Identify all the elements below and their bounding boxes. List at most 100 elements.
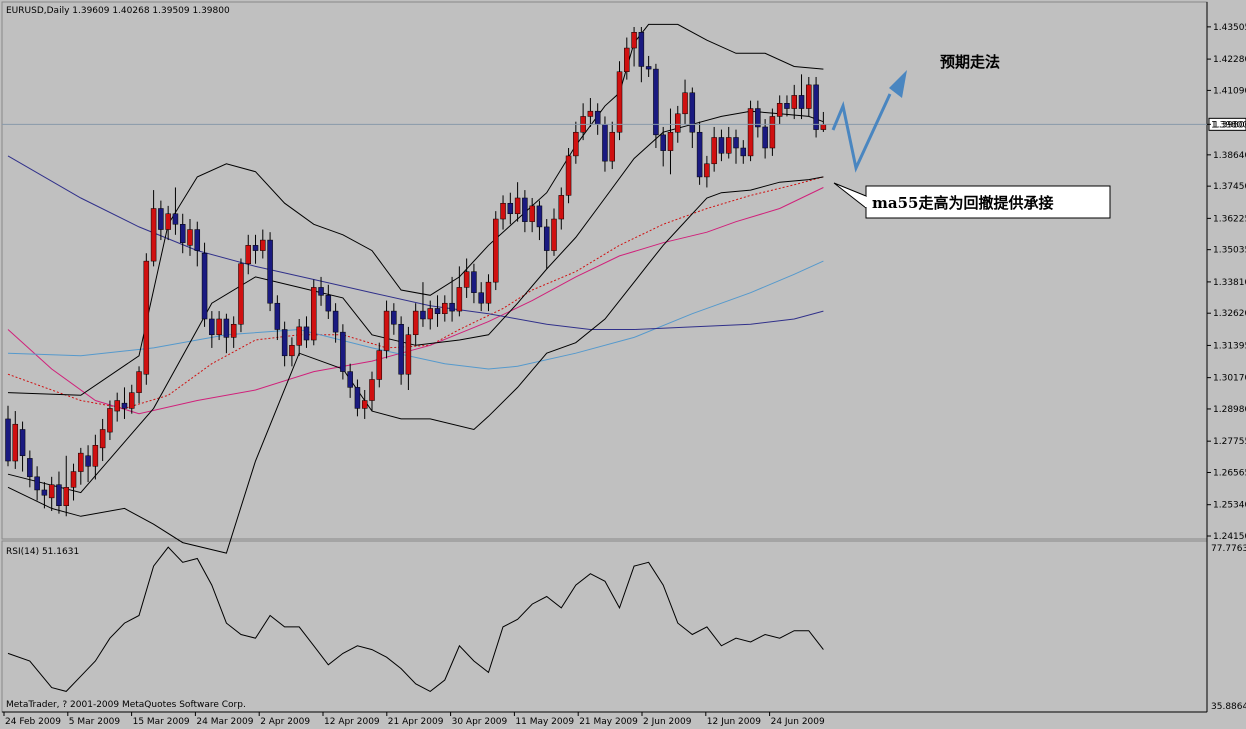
candle (493, 211, 499, 291)
candle (311, 279, 317, 346)
candle (507, 192, 514, 225)
candle (682, 79, 688, 125)
time-tick-label: 2 Apr 2009 (260, 717, 310, 727)
forecast-label: 预期走法 (940, 53, 1000, 71)
candle (114, 392, 120, 422)
candle (485, 274, 492, 312)
candle-body-bull (136, 371, 142, 393)
candle-body-bull (238, 263, 244, 325)
candle-body-bull (107, 408, 113, 433)
candle (500, 195, 506, 230)
candle (194, 221, 201, 267)
candle-body-bull (616, 71, 623, 133)
candle (806, 76, 812, 117)
candle (653, 63, 659, 149)
candle (260, 229, 266, 259)
candle (391, 303, 397, 335)
candle-body-bear (201, 252, 208, 320)
time-tick-label: 24 Mar 2009 (196, 717, 253, 727)
candle-body-bear (347, 371, 353, 388)
chart-header: EURUSD,Daily 1.39609 1.40268 1.39509 1.3… (6, 6, 230, 16)
candle (522, 190, 528, 233)
bollinger-lower-line (7, 176, 824, 554)
price-tick-label: 1.32620 (1213, 309, 1246, 319)
candle-body-bull (311, 287, 317, 341)
candle (245, 234, 251, 275)
candle (296, 318, 302, 356)
candle-body-bear (252, 245, 259, 251)
ma-line-dotted-red (7, 176, 824, 409)
candle-body-bear (755, 108, 761, 128)
candle (762, 119, 768, 159)
rsi-line (7, 546, 824, 692)
candle-body-bear (653, 68, 659, 136)
candle (99, 418, 106, 462)
candle-body-bear (733, 137, 739, 149)
candle (85, 445, 91, 483)
price-tick-label: 1.43505 (1213, 23, 1246, 33)
ma-line-light-blue (7, 260, 824, 370)
candle (609, 121, 615, 170)
candle-body-bear (536, 205, 543, 228)
candle-body-bull (791, 95, 797, 109)
candle (12, 411, 19, 469)
candle (332, 303, 339, 343)
candle (667, 108, 674, 175)
candle-body-bear (5, 418, 11, 462)
price-tick-label: 1.27755 (1213, 437, 1246, 447)
price-tick-label: 1.24150 (1213, 532, 1246, 542)
candle (369, 371, 375, 412)
candle (740, 140, 747, 164)
candle-body-bull (514, 197, 521, 215)
candle-body-bull (667, 131, 674, 151)
candle-body-bear (434, 308, 441, 314)
candle (442, 295, 448, 322)
candle-body-bull (631, 32, 637, 49)
candle-body-bear (798, 95, 805, 109)
candle-body-bear (638, 32, 645, 67)
candle (398, 316, 404, 385)
candle (143, 253, 150, 385)
price-tick-label: 1.37450 (1213, 182, 1246, 192)
candle (456, 266, 463, 317)
candles-layer[interactable] (5, 27, 827, 517)
candle-body-bear (696, 131, 703, 178)
candle (755, 100, 761, 138)
candle-body-bear (281, 329, 288, 357)
candle-body-bull (587, 110, 594, 117)
candle (616, 61, 623, 141)
candle-body-bear (507, 202, 514, 215)
candle-body-bear (27, 458, 33, 478)
rsi-panel (1, 540, 1208, 713)
candle-body-bear (318, 287, 324, 296)
candle-body-bull (609, 131, 615, 162)
candle (41, 482, 48, 509)
candle-body-bull (485, 281, 492, 304)
current-price-label: 1.39800 (1211, 120, 1246, 130)
candle (63, 455, 69, 517)
candle (405, 326, 412, 391)
candle (19, 421, 26, 472)
candle-body-bull (776, 103, 783, 117)
rsi-bottom-tick: 35.8864 (1211, 702, 1246, 712)
time-tick-label: 30 Apr 2009 (452, 717, 508, 727)
time-tick-label: 21 Apr 2009 (388, 717, 444, 727)
candle-body-bull (260, 239, 266, 251)
candle-body-bear (223, 318, 230, 338)
candle-body-bear (602, 124, 608, 162)
candle-body-bear (660, 134, 666, 151)
candle (325, 284, 332, 319)
candle-body-bear (449, 302, 455, 312)
candle-body-bear (813, 84, 819, 130)
candle-body-bear (740, 147, 747, 157)
bollinger-upper-line (7, 23, 824, 396)
candle (27, 450, 33, 488)
candle (638, 27, 645, 83)
candle (711, 126, 717, 172)
candle-body-bear (325, 295, 332, 312)
candle (784, 95, 790, 117)
candle-body-bear (274, 302, 281, 330)
candle (463, 258, 470, 298)
copyright-text: MetaTrader, ? 2001-2009 MetaQuotes Softw… (6, 700, 246, 710)
candle-body-bear (172, 213, 179, 225)
